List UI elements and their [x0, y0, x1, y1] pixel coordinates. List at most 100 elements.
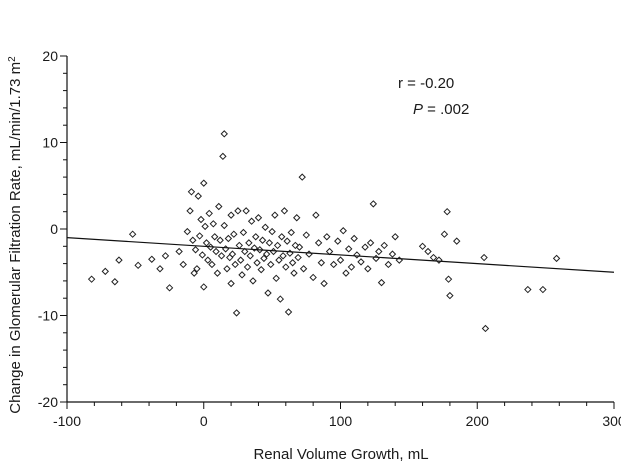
data-point [246, 252, 254, 260]
data-point [369, 200, 378, 208]
data-point [364, 265, 372, 273]
y-tick-label: -20 [38, 394, 58, 410]
data-point [384, 260, 393, 269]
data-point [453, 237, 461, 245]
data-point [339, 227, 347, 235]
data-point [282, 263, 290, 271]
data-point [252, 233, 260, 241]
data-point [334, 237, 342, 245]
data-point [269, 247, 278, 256]
data-point [197, 215, 205, 224]
data-point [227, 279, 235, 288]
data-point [353, 251, 361, 259]
data-point [253, 259, 261, 267]
data-point [228, 250, 237, 258]
data-point [208, 260, 216, 269]
data-point [256, 246, 264, 254]
data-point [249, 277, 257, 285]
data-point [350, 234, 358, 243]
data-point [243, 263, 252, 271]
data-point [220, 221, 228, 230]
data-point [299, 265, 308, 273]
data-point [209, 220, 218, 228]
data-point [204, 256, 212, 264]
data-point [215, 202, 223, 211]
data-point [227, 211, 235, 219]
data-point [357, 258, 365, 266]
data-point [230, 230, 238, 238]
data-point [283, 237, 291, 245]
data-point [194, 192, 202, 200]
y-tick-label: -10 [38, 308, 58, 324]
data-point [279, 252, 287, 260]
data-point [375, 247, 383, 256]
data-point [245, 239, 253, 247]
data-point [440, 230, 449, 238]
data-point [275, 256, 283, 264]
data-point [320, 279, 328, 288]
y-tick-label: 20 [42, 48, 58, 64]
data-point [186, 207, 194, 215]
data-point [480, 253, 488, 262]
data-point [264, 289, 272, 297]
data-point [305, 250, 313, 258]
data-point [287, 228, 295, 237]
data-point [380, 241, 388, 250]
data-point [424, 247, 432, 256]
data-point [277, 233, 286, 241]
data-point [200, 283, 208, 291]
data-point [314, 239, 323, 247]
data-point [216, 236, 224, 244]
r-annotation: r = -0.20 [398, 75, 454, 92]
data-point [198, 251, 207, 259]
data-point [232, 309, 241, 317]
data-point [148, 255, 156, 263]
y-axis-title: Change in Glomerular Filtration Rate, mL… [7, 56, 25, 414]
data-point [219, 152, 227, 161]
data-point [238, 271, 246, 279]
data-point [201, 222, 209, 231]
data-point [298, 173, 306, 181]
data-point [193, 265, 201, 273]
data-point [217, 252, 226, 260]
data-point [344, 245, 353, 253]
data-point [267, 260, 275, 269]
data-point [115, 256, 123, 264]
data-point [187, 188, 196, 196]
data-point [309, 273, 317, 282]
data-point [284, 308, 293, 316]
data-point [212, 247, 220, 256]
data-point [391, 233, 399, 241]
data-point [265, 239, 274, 247]
data-point [235, 241, 244, 250]
data-point [291, 241, 300, 250]
x-tick-label: 200 [466, 413, 490, 429]
data-point [261, 223, 269, 231]
x-tick-label: 0 [200, 413, 208, 429]
data-point [388, 250, 397, 258]
data-point [294, 253, 302, 262]
x-tick-label: -100 [53, 413, 81, 429]
data-point [336, 256, 345, 264]
data-point [323, 233, 331, 241]
regression-line [66, 237, 615, 273]
data-point [377, 278, 386, 287]
data-point [257, 265, 265, 274]
data-point [242, 207, 250, 215]
y-tick-label: 0 [50, 221, 58, 237]
data-point [250, 244, 259, 252]
data-point [273, 241, 282, 250]
data-point [175, 247, 183, 256]
data-point [241, 247, 249, 256]
data-point [262, 250, 271, 258]
data-point [183, 227, 192, 236]
data-point [236, 256, 245, 264]
data-point [223, 265, 231, 273]
data-point [234, 207, 242, 215]
data-point [366, 239, 375, 247]
data-point [213, 269, 222, 277]
data-point [446, 291, 454, 300]
data-point [165, 284, 174, 292]
data-point [272, 274, 280, 283]
